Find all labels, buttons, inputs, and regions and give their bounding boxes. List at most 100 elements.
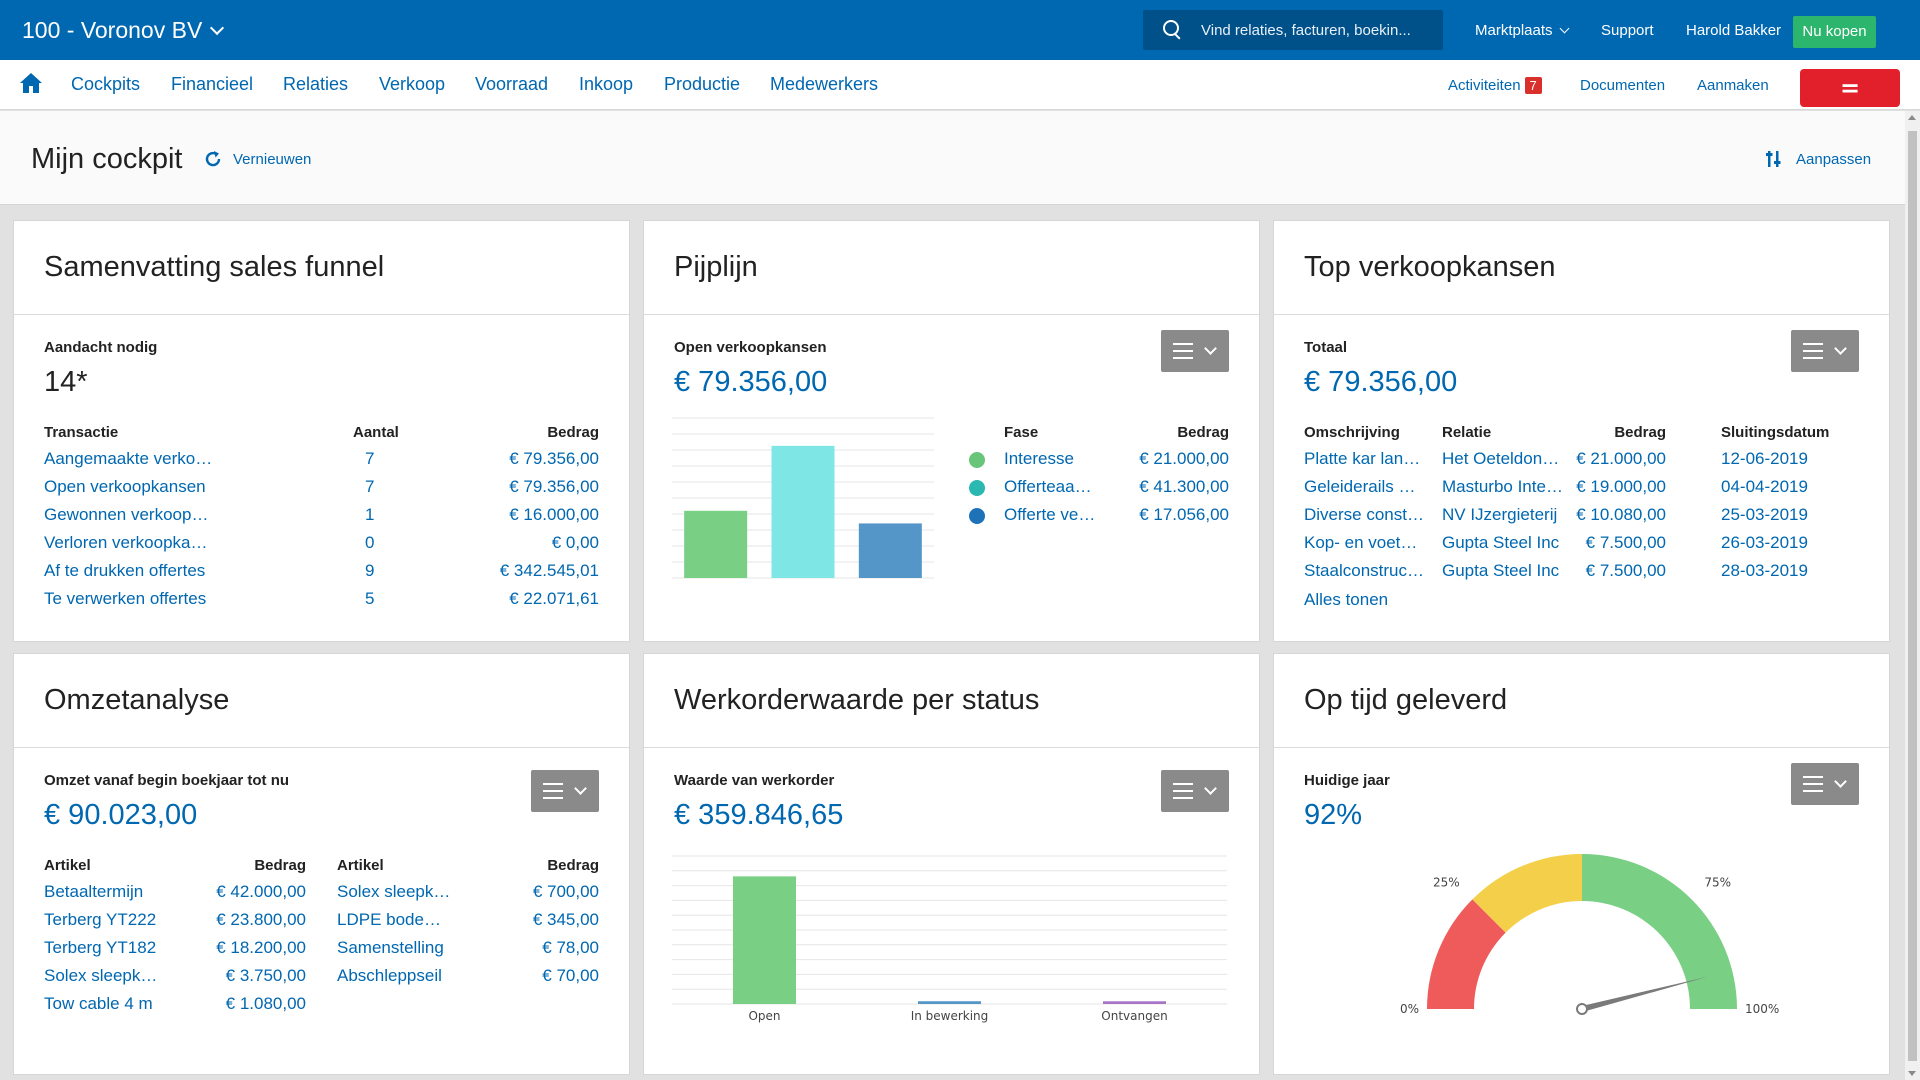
transaction-count[interactable]: 7 [365, 477, 375, 496]
scroll-up-icon[interactable] [1908, 115, 1916, 120]
article-amount[interactable]: € 23.800,00 [216, 910, 306, 929]
scrollbar-thumb[interactable] [1908, 131, 1917, 1061]
transaction-amount[interactable]: € 342.545,01 [499, 561, 599, 580]
article-amount[interactable]: € 18.200,00 [216, 938, 306, 957]
transaction-count[interactable]: 5 [365, 589, 375, 608]
bar-interesse [684, 510, 748, 578]
closing-date[interactable]: 26-03-2019 [1721, 533, 1808, 552]
article-link[interactable]: Abschleppseil [337, 966, 442, 985]
opportunity-link[interactable]: Diverse constructies [1304, 505, 1426, 524]
transaction-link[interactable]: Gewonnen verkoopkansen [44, 505, 214, 524]
search-input[interactable] [1201, 21, 1431, 39]
article-link[interactable]: Betaaltermijn [44, 882, 144, 901]
phase-amount[interactable]: € 41.300,00 [1139, 477, 1229, 496]
opportunity-link[interactable]: Kop- en voetplaten [1304, 533, 1426, 552]
hamburger-icon [1173, 783, 1193, 799]
scroll-down-icon[interactable] [1908, 1071, 1916, 1076]
article-amount[interactable]: € 700,00 [532, 882, 599, 901]
article-link[interactable]: LDPE bodemfolie [337, 910, 452, 929]
transaction-link[interactable]: Verloren verkoopkansen [44, 533, 214, 552]
card-menu-button[interactable] [1161, 770, 1229, 812]
relation-link[interactable]: Gupta Steel Inc [1442, 533, 1560, 552]
chevron-down-icon [1204, 782, 1217, 795]
aanmaken-link[interactable]: Aanmaken [1697, 77, 1769, 94]
buy-now-button[interactable]: Nu kopen [1793, 16, 1876, 48]
pipeline-total-value: € 79.356,00 [674, 366, 828, 398]
phase-link[interactable]: Interesse [1004, 449, 1074, 468]
closing-date[interactable]: 04-04-2019 [1721, 477, 1808, 496]
transaction-link[interactable]: Aangemaakte verkoopkansen [44, 449, 214, 468]
menu-verkoop[interactable]: Verkoop [379, 74, 446, 94]
transaction-amount[interactable]: € 79.356,00 [509, 477, 599, 496]
user-menu[interactable]: Harold Bakker [1686, 22, 1781, 39]
article-amount[interactable]: € 1.080,00 [225, 994, 306, 1013]
search-icon[interactable] [1163, 20, 1183, 40]
article-amount[interactable]: € 42.000,00 [216, 882, 306, 901]
article-link[interactable]: Terberg YT222 [44, 910, 157, 929]
relation-link[interactable]: Gupta Steel Inc [1442, 561, 1560, 580]
relation-link[interactable]: NV IJzergieterij [1442, 505, 1558, 524]
phase-amount[interactable]: € 21.000,00 [1139, 449, 1229, 468]
menu-productie[interactable]: Productie [664, 74, 741, 94]
marktplaats-menu[interactable]: Marktplaats [1475, 22, 1569, 39]
opportunity-link[interactable]: Geleiderails RVS [1304, 477, 1426, 496]
opportunity-link[interactable]: Platte kar lange uitvoering [1304, 449, 1426, 468]
activiteiten-link[interactable]: Activiteiten 7 [1448, 77, 1542, 94]
transaction-link[interactable]: Open verkoopkansen [44, 477, 206, 496]
menu-cockpits[interactable]: Cockpits [71, 74, 141, 94]
opportunity-link[interactable]: Staalconstructie hal [1304, 561, 1426, 580]
home-icon[interactable] [18, 71, 44, 95]
article-amount[interactable]: € 345,00 [532, 910, 599, 929]
card-menu-button[interactable] [1791, 763, 1859, 805]
article-link[interactable]: Solex sleepkabel kort [337, 882, 452, 901]
menu-voorraad[interactable]: Voorraad [475, 74, 549, 94]
closing-date[interactable]: 28-03-2019 [1721, 561, 1808, 580]
page-scrollbar[interactable] [1905, 111, 1920, 1080]
closing-date[interactable]: 12-06-2019 [1721, 449, 1808, 468]
card-menu-button[interactable] [1161, 330, 1229, 372]
opportunity-amount[interactable]: € 21.000,00 [1576, 449, 1666, 468]
transaction-count[interactable]: 7 [365, 449, 375, 468]
card-menu-button[interactable] [1791, 330, 1859, 372]
opportunity-amount[interactable]: € 10.080,00 [1576, 505, 1666, 524]
exact-logo[interactable]: = exact [1800, 69, 1900, 140]
documenten-link[interactable]: Documenten [1580, 77, 1666, 94]
menu-relaties[interactable]: Relaties [283, 74, 349, 94]
customize-button[interactable]: Aanpassen [1766, 149, 1871, 169]
card-menu-button[interactable] [531, 770, 599, 812]
transaction-count[interactable]: 1 [365, 505, 375, 524]
relation-link[interactable]: Het Oeteldonks Bedrijf [1442, 449, 1564, 468]
menu-financieel[interactable]: Financieel [171, 74, 254, 94]
transaction-count[interactable]: 0 [365, 533, 375, 552]
closing-date[interactable]: 25-03-2019 [1721, 505, 1808, 524]
article-link[interactable]: Samenstelling [337, 938, 444, 957]
article-link[interactable]: Solex sleepkabel [44, 966, 159, 985]
opportunity-amount[interactable]: € 19.000,00 [1576, 477, 1666, 496]
phase-amount[interactable]: € 17.056,00 [1139, 505, 1229, 524]
opportunity-amount[interactable]: € 7.500,00 [1585, 561, 1666, 580]
menu-medewerkers[interactable]: Medewerkers [770, 74, 879, 94]
transaction-amount[interactable]: € 16.000,00 [509, 505, 599, 524]
refresh-button[interactable]: Vernieuwen [203, 149, 311, 169]
article-amount[interactable]: € 78,00 [542, 938, 599, 957]
show-all-link[interactable]: Alles tonen [1304, 590, 1389, 609]
article-link[interactable]: Tow cable 4 m [44, 994, 153, 1013]
article-link[interactable]: Terberg YT182 [44, 938, 157, 957]
transaction-amount[interactable]: € 79.356,00 [509, 449, 599, 468]
company-selector[interactable]: 100 - Voronov BV [22, 17, 225, 44]
transaction-amount[interactable]: € 0,00 [551, 533, 599, 552]
phase-link[interactable]: Offerte verstuurd [1004, 505, 1099, 524]
opportunity-amount[interactable]: € 7.500,00 [1585, 533, 1666, 552]
transaction-link[interactable]: Af te drukken offertes [44, 561, 206, 580]
phase-link[interactable]: Offerteaanvraag [1004, 477, 1099, 496]
menu-inkoop[interactable]: Inkoop [579, 74, 634, 94]
article-amount[interactable]: € 3.750,00 [225, 966, 306, 985]
transaction-amount[interactable]: € 22.071,61 [509, 589, 599, 608]
transaction-link[interactable]: Te verwerken offertes [44, 589, 207, 608]
support-link[interactable]: Support [1601, 22, 1654, 39]
article-amount[interactable]: € 70,00 [542, 966, 599, 985]
transaction-count[interactable]: 9 [365, 561, 375, 580]
relation-link[interactable]: Masturbo International [1442, 477, 1564, 496]
global-search[interactable] [1143, 10, 1443, 50]
col-header-aantal: Aantal [353, 424, 399, 441]
